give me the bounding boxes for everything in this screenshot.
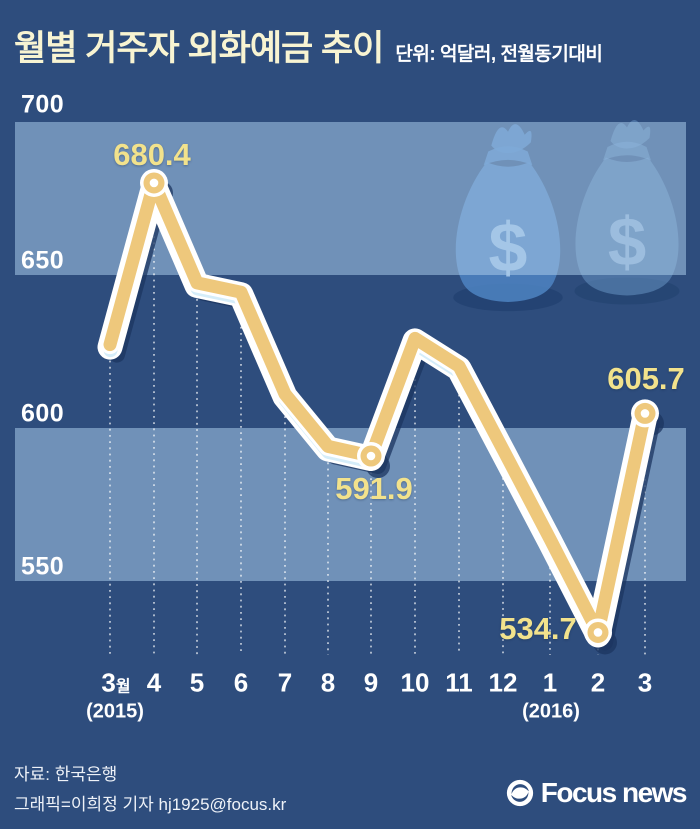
value-label-min: 534.7: [499, 611, 577, 646]
header: 월별 거주자 외화예금 추이 단위: 억달러, 전월동기대비: [14, 20, 603, 71]
year-label-2016: (2016): [522, 700, 580, 723]
logo-text: Focus news: [540, 777, 688, 808]
focus-news-logo: Focus news: [505, 777, 688, 809]
x-tick-apr: 4: [146, 667, 162, 698]
page-title: 월별 거주자 외화예금 추이: [14, 29, 384, 68]
x-tick-dec: 12: [488, 667, 518, 698]
y-tick-600: 600: [21, 399, 65, 428]
x-tick-feb: 2: [590, 667, 606, 698]
y-tick-550: 550: [21, 552, 65, 581]
x-tick-mar-2016: 3: [637, 667, 653, 698]
x-tick-mar-2015: 3월: [101, 667, 131, 698]
x-tick-oct: 10: [400, 667, 430, 698]
unit-label: 단위: 억달러, 전월동기대비: [395, 44, 603, 65]
value-label-sep: 591.9: [335, 471, 413, 506]
x-tick-jul: 7: [277, 667, 293, 698]
source-text: 자료: 한국은행: [14, 765, 118, 784]
x-tick-aug: 8: [320, 667, 336, 698]
x-tick-sep: 9: [363, 667, 379, 698]
x-tick-may: 5: [189, 667, 205, 698]
x-tick-jun: 6: [233, 667, 249, 698]
x-tick-jan-2016: 1: [542, 667, 558, 698]
y-tick-700: 700: [21, 90, 65, 119]
x-tick-nov: 11: [445, 667, 473, 698]
value-label-last: 605.7: [607, 361, 685, 396]
focus-news-swirl-icon: [506, 779, 533, 807]
credit-text: 그래픽=이희정 기자 hj1925@focus.kr: [14, 795, 287, 814]
y-tick-650: 650: [21, 246, 65, 275]
month-suffix: 월: [115, 678, 131, 696]
value-label-peak: 680.4: [113, 137, 191, 172]
year-label-2015: (2015): [86, 700, 144, 723]
